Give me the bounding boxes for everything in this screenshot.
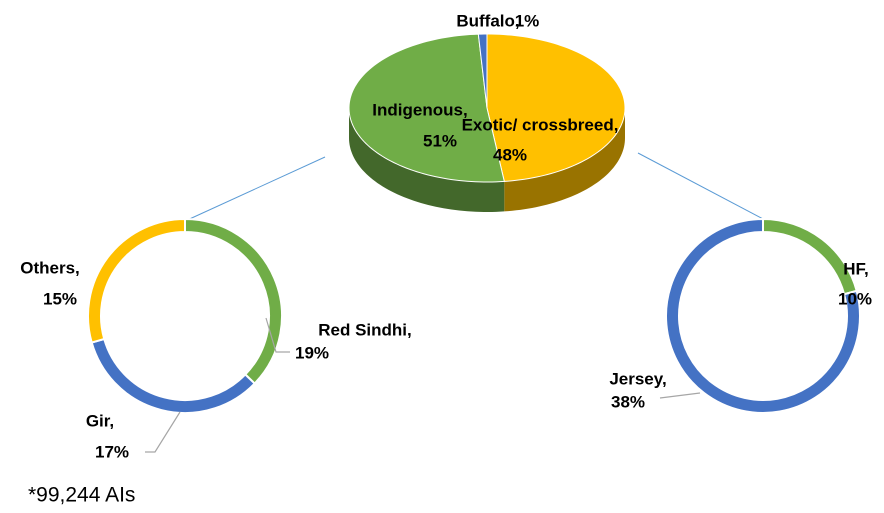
data-label-category: Red Sindhi,	[318, 320, 412, 339]
leader-line	[145, 411, 181, 453]
footnote: *99,244 AIs	[28, 484, 135, 507]
pie-slice	[486, 33, 626, 182]
leader-line	[659, 392, 701, 399]
data-label-value: 15%	[43, 289, 77, 308]
data-label-category: Buffalo,	[456, 11, 519, 30]
pie-slice	[477, 33, 488, 109]
pie-side	[349, 108, 505, 212]
data-label-value: 48%	[493, 145, 527, 164]
data-label-category: Indigenous,	[372, 100, 467, 119]
data-label-category: Gir,	[86, 411, 114, 430]
connector-line	[182, 156, 326, 223]
donut-segment	[665, 217, 861, 414]
data-label-category: Jersey,	[609, 369, 666, 388]
data-label-value: 38%	[611, 392, 645, 411]
pie-slice	[348, 33, 505, 183]
data-label-category: HF,	[843, 259, 869, 278]
donut-segment	[87, 217, 186, 344]
connector-line	[637, 152, 766, 221]
donut-segment	[90, 337, 257, 414]
donut-segment	[184, 217, 283, 385]
data-label-category: Others,	[20, 258, 80, 277]
data-label-category: Exotic/ crossbreed,	[462, 115, 619, 134]
pie-side	[504, 108, 625, 212]
data-label-value: 1%	[515, 11, 540, 30]
leader-line	[265, 317, 290, 353]
data-label-value: 51%	[423, 131, 457, 150]
donut-segment	[762, 217, 858, 296]
data-label-value: 19%	[295, 343, 329, 362]
data-label-value: 17%	[95, 442, 129, 461]
data-label-value: 10%	[838, 289, 872, 308]
